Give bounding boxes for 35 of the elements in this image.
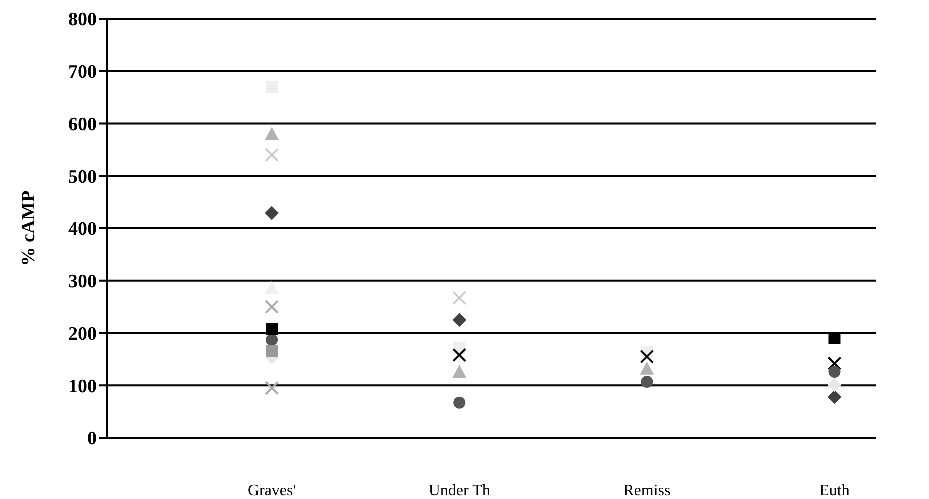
point (265, 206, 280, 220)
point (452, 313, 467, 328)
point (265, 127, 280, 140)
point (265, 281, 280, 294)
point (266, 345, 278, 358)
point (454, 396, 466, 409)
point (265, 381, 280, 396)
point (452, 291, 467, 306)
y-tick-label: 400 (68, 219, 97, 240)
point (828, 366, 841, 378)
point (828, 390, 842, 404)
point (452, 365, 467, 378)
y-tick-label: 600 (68, 114, 97, 136)
y-axis-title: % cAMP (18, 190, 40, 266)
point (452, 348, 467, 362)
point (266, 323, 278, 336)
y-tick-label: 700 (68, 62, 97, 84)
point (640, 362, 654, 375)
y-tick-label: 500 (68, 166, 97, 188)
point (265, 148, 280, 162)
point (266, 334, 278, 346)
y-tick-label: 800 (68, 10, 97, 31)
point (828, 356, 842, 371)
y-tick-label: 100 (68, 376, 97, 398)
y-tick-label: 200 (68, 324, 97, 345)
point (828, 378, 842, 392)
point (265, 300, 280, 314)
y-tick-label: 300 (68, 272, 97, 293)
point (641, 376, 654, 388)
x-tick-label: Under Th (428, 482, 490, 499)
y-tick-label: 0 (88, 428, 97, 450)
x-tick-label: Euth (820, 482, 850, 499)
point (640, 350, 654, 364)
x-tick-label: Remiss (624, 482, 671, 499)
x-tick-label: Graves' (248, 482, 296, 499)
